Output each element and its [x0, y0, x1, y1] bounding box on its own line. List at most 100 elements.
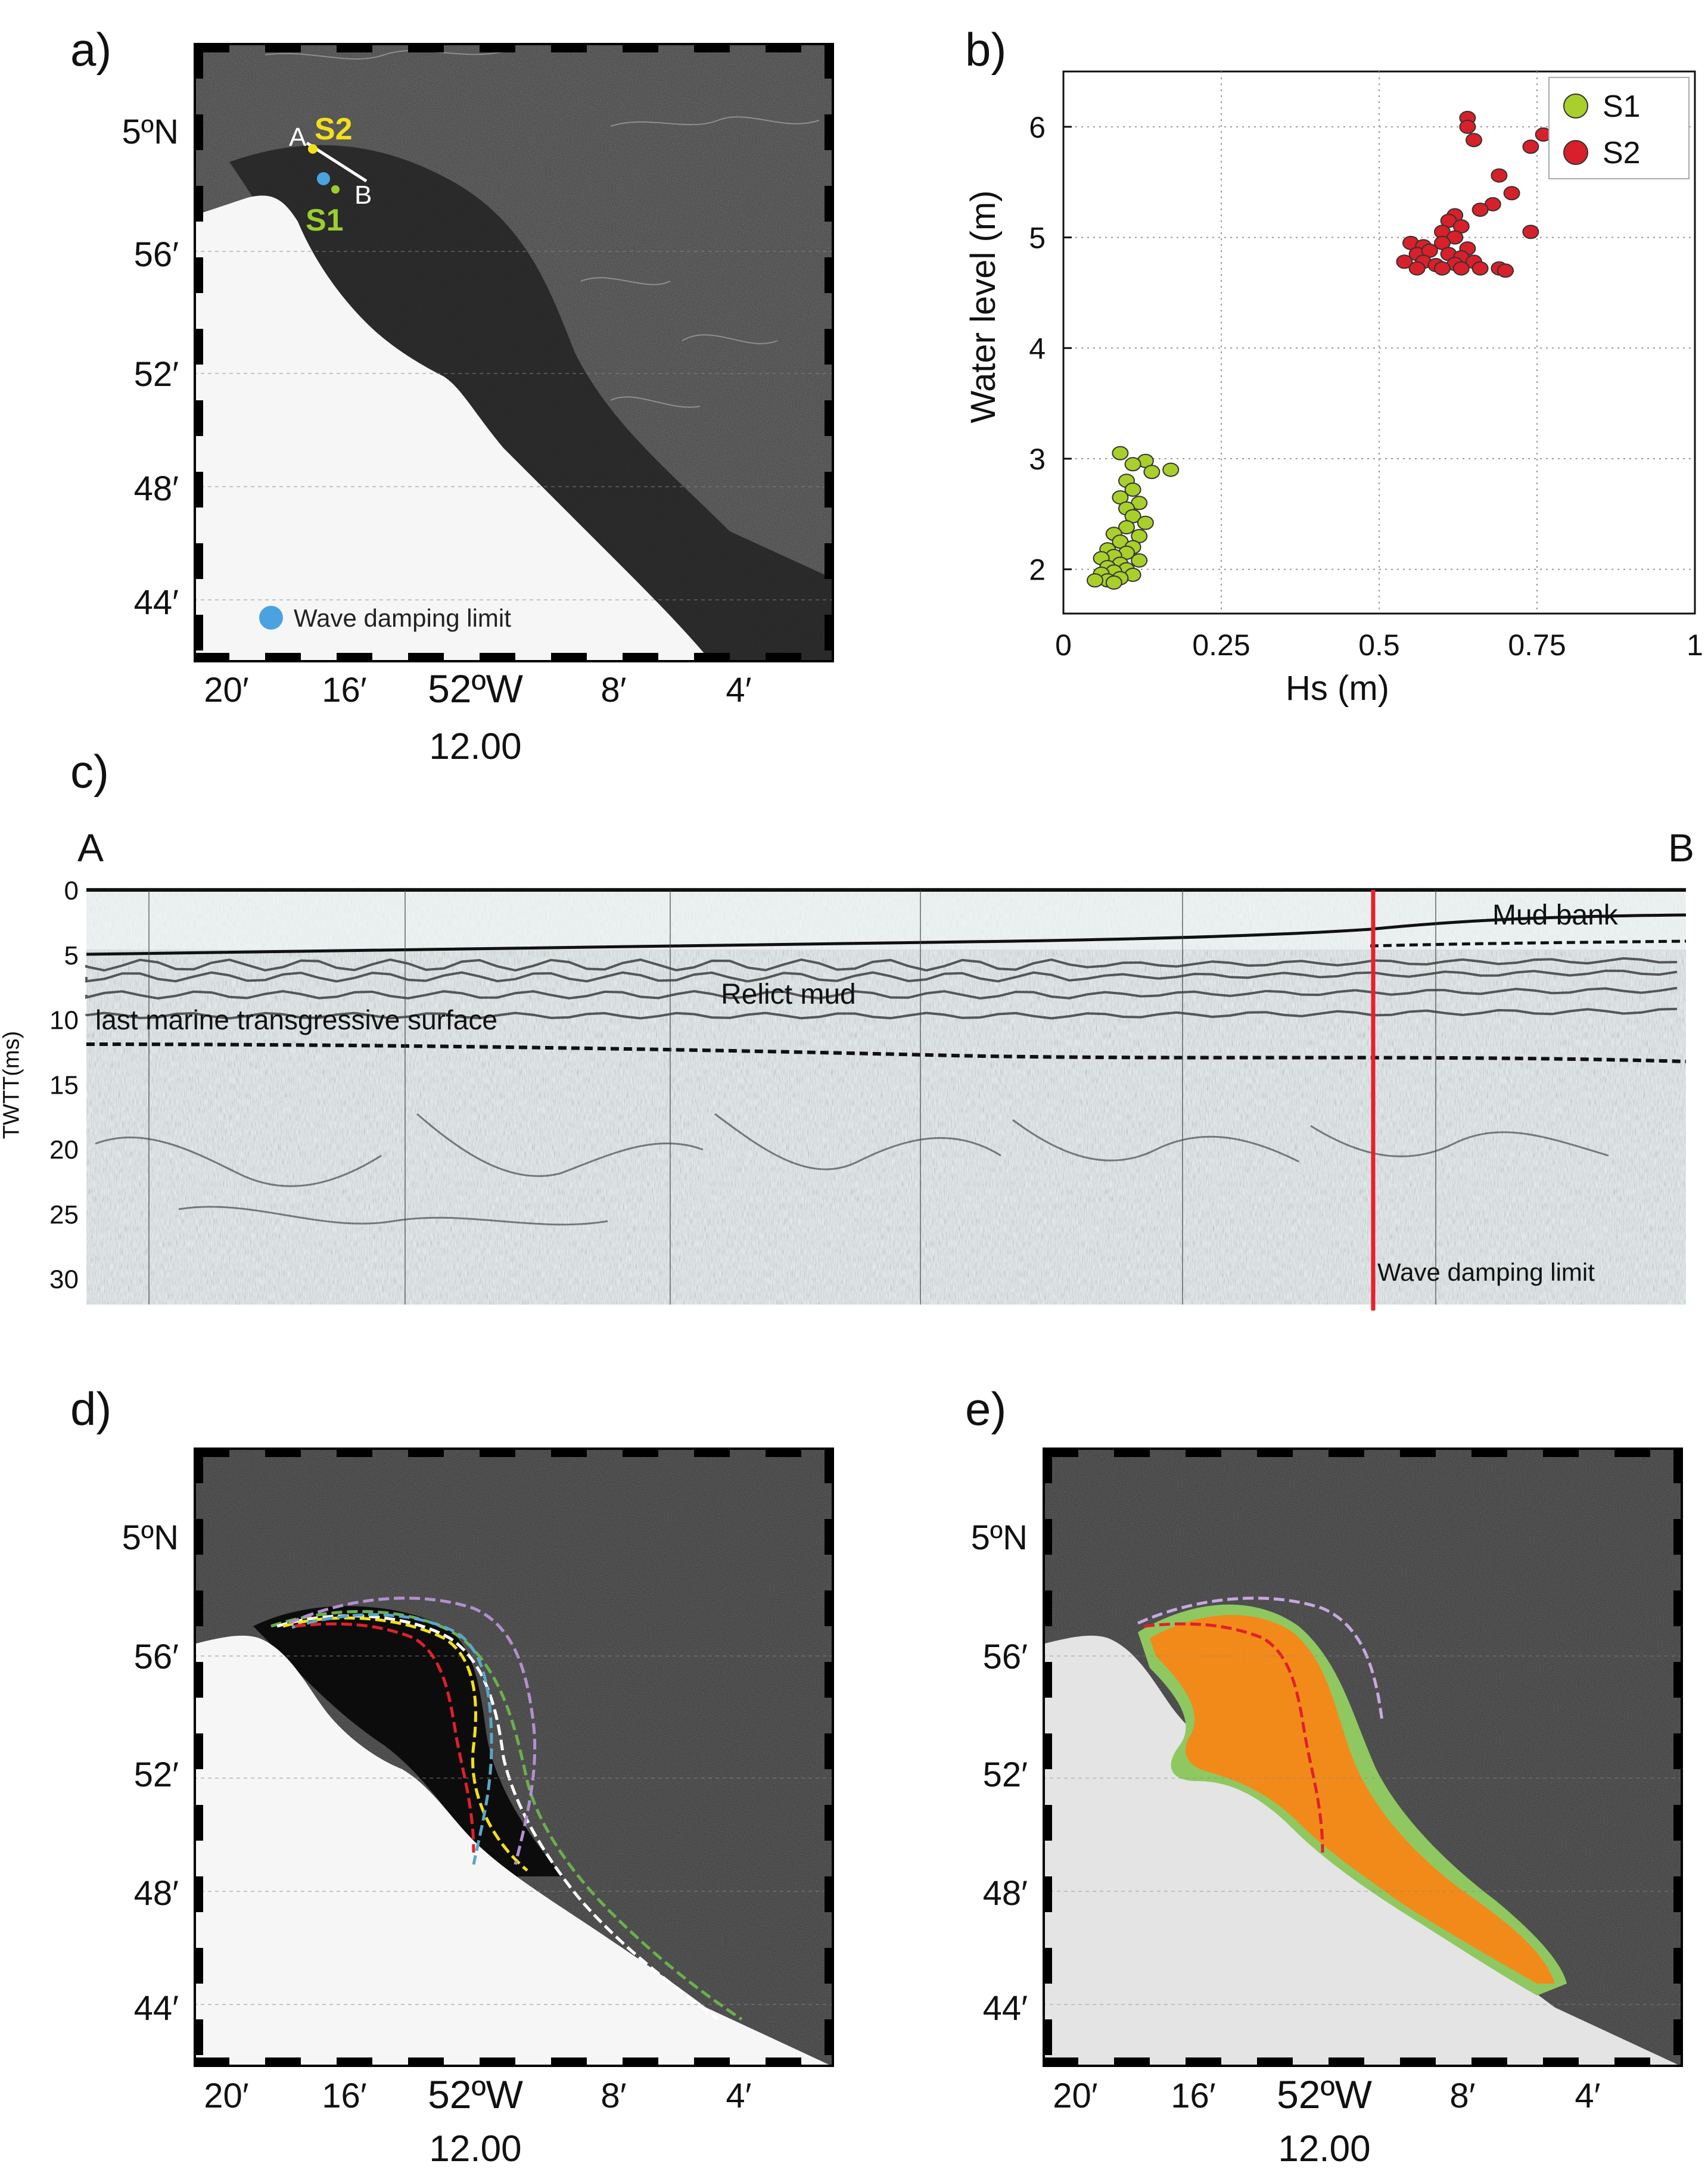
mud-plume-d — [253, 1606, 563, 1876]
frame-segment — [337, 43, 372, 52]
x-tick-4: 1 — [1687, 628, 1703, 662]
frame-segment — [623, 1448, 658, 1457]
point-s2-30 — [1471, 261, 1489, 276]
frame-segment — [1614, 2057, 1650, 2067]
frame-segment — [694, 1448, 730, 1457]
frame-segment — [766, 43, 801, 52]
seismic-y-tick-4: 20 — [49, 1135, 79, 1165]
y-tick-0: 2 — [1029, 553, 1046, 587]
frame-segment — [551, 653, 587, 662]
y-axis-label: Water level (m) — [964, 191, 1003, 424]
frame-segment — [825, 329, 834, 365]
frame-segment — [825, 1805, 834, 1841]
relict-mud-label: Relict mud — [721, 979, 856, 1010]
frame-segment — [194, 615, 203, 650]
frame-segment — [194, 186, 203, 222]
frame-segment — [825, 1733, 834, 1769]
frame-segment — [1043, 1519, 1052, 1555]
map-d — [194, 1448, 834, 2067]
frame-segment — [825, 1662, 834, 1698]
frame-segment — [1257, 2057, 1293, 2067]
legend-dot-a — [259, 606, 283, 630]
lat-tick-e-4: 44′ — [982, 1989, 1028, 2028]
frame-segment — [825, 1590, 834, 1626]
lon-sub-a: 12.00 — [429, 726, 522, 767]
frame-segment — [480, 1448, 515, 1457]
frame-segment — [1043, 1662, 1052, 1698]
frame-segment — [1471, 2057, 1507, 2067]
frame-segment — [766, 1448, 801, 1457]
frame-segment — [1329, 2057, 1364, 2067]
lon-sub-e: 12.00 — [1278, 2128, 1371, 2169]
frame-segment — [825, 257, 834, 293]
lat-tick-d-0: 5ºN — [122, 1518, 179, 1557]
point-s2-23 — [1396, 254, 1413, 269]
frame-segment — [825, 43, 834, 79]
point-s2-32 — [1497, 263, 1514, 278]
frame-segment — [194, 1519, 203, 1555]
x-axis-label: Hs (m) — [1286, 669, 1389, 708]
point-s1-30 — [1087, 573, 1103, 588]
frame-segment — [825, 543, 834, 579]
frame-segment — [825, 1448, 834, 1483]
seismic-y-tick-2: 10 — [49, 1006, 79, 1035]
point-s1-31 — [1105, 575, 1122, 590]
red-limit-e — [1143, 1622, 1324, 1853]
frame-segment — [1043, 1590, 1052, 1626]
map-a-svg: A S2 B S1 Wave damping limit — [194, 43, 834, 662]
purple-limit-e — [1137, 1596, 1384, 1722]
legend-marker-s2 — [1563, 140, 1588, 165]
frame-segment — [623, 2057, 658, 2067]
frame-segment — [194, 1876, 203, 1912]
lat-tick-e-2: 52′ — [982, 1755, 1028, 1794]
land-a — [194, 195, 712, 662]
station-s1-label: S1 — [306, 203, 344, 238]
frame-segment — [408, 653, 444, 662]
lon-tick-e-4: 4′ — [1575, 2077, 1601, 2115]
frame-segment — [1673, 1448, 1683, 1483]
frame-segment — [194, 2019, 203, 2055]
frame-segment — [694, 2057, 730, 2067]
station-s2-dot — [308, 144, 318, 154]
frame-checker-a — [194, 43, 834, 662]
frame-segment — [194, 329, 203, 365]
seismic-profile: Mud bank Relict mud last marine transgre… — [49, 876, 1687, 1310]
lon-tick-d-4: 4′ — [726, 2077, 752, 2115]
lon-tick-a-3: 8′ — [601, 671, 627, 709]
frame-segment — [1673, 1805, 1683, 1841]
point-s1-4 — [1143, 465, 1161, 480]
frame-segment — [194, 257, 203, 293]
land-d — [194, 1635, 834, 2067]
frame-segment — [1543, 1448, 1579, 1457]
frame-segment — [194, 1805, 203, 1841]
frame-segment — [480, 2057, 515, 2067]
lat-tick-a-3: 48′ — [133, 469, 179, 508]
station-s2-label: S2 — [315, 112, 353, 147]
legend-marker-s1 — [1563, 94, 1588, 119]
frame-segment — [694, 43, 730, 52]
panel-e-label: e) — [965, 1383, 1007, 1435]
frame-segment — [551, 43, 587, 52]
lon-tick-a-1: 16′ — [322, 671, 367, 709]
panel-c-label: c) — [70, 745, 109, 798]
frame-segment — [1043, 1733, 1052, 1769]
panel-d-label: d) — [70, 1383, 112, 1435]
x-tick-1: 0.25 — [1192, 628, 1250, 662]
frame-segment — [1543, 2057, 1579, 2067]
frame-segment — [825, 472, 834, 508]
x-tick-0: 0 — [1055, 628, 1072, 662]
frame-segment — [1673, 2019, 1683, 2055]
mud-bank-label: Mud bank — [1492, 899, 1619, 931]
lat-tick-d-4: 44′ — [133, 1989, 179, 2028]
wave-limit-dot — [317, 172, 330, 185]
frame-segment — [766, 2057, 801, 2067]
scatter-chart: 0 0.25 0.5 0.75 1 2 3 4 5 6 Hs (m) Water level (m) S… — [964, 70, 1703, 708]
y-tick-3: 5 — [1029, 222, 1046, 255]
frame-segment — [825, 1948, 834, 1984]
frame-segment — [194, 1448, 203, 1483]
frame-segment — [1400, 2057, 1436, 2067]
frame-segment — [1043, 1448, 1052, 1483]
point-s2-28 — [1434, 261, 1451, 276]
frame-segment — [1400, 1448, 1436, 1457]
frame-segment — [825, 400, 834, 436]
